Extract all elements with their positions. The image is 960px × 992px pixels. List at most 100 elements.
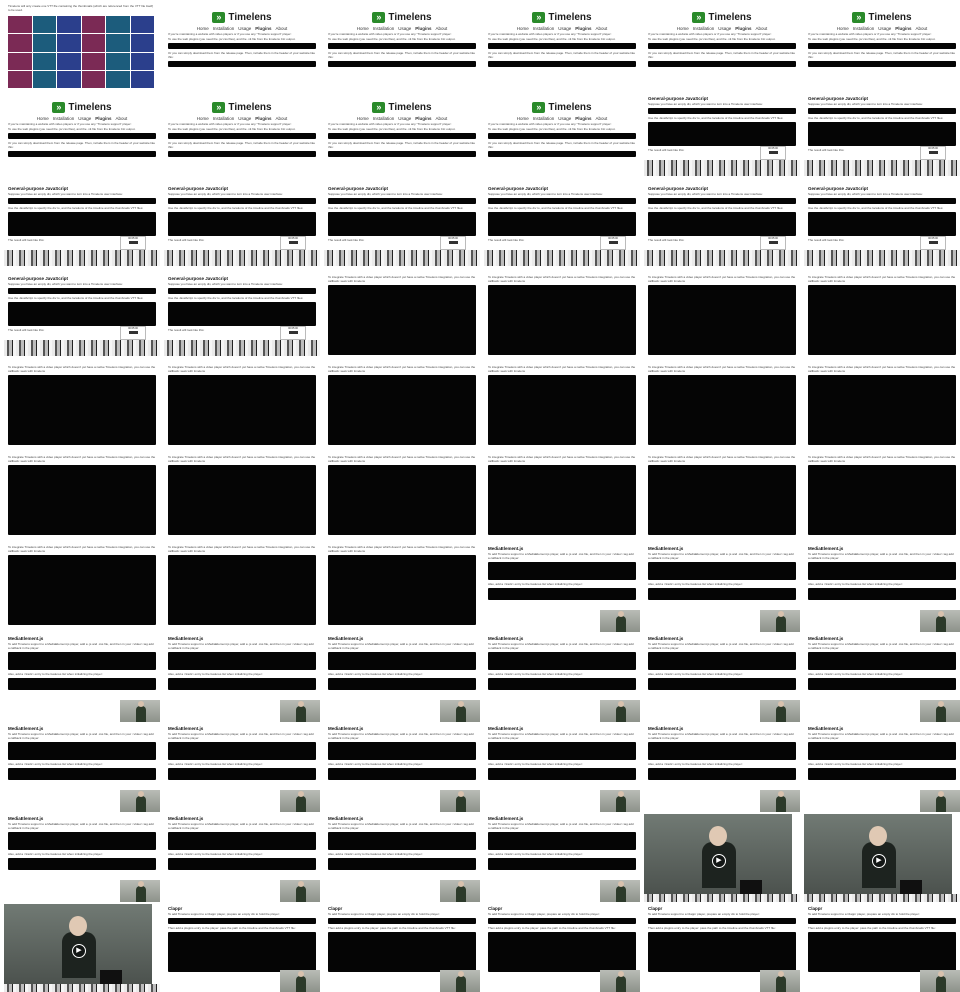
- nav-usage[interactable]: Usage: [78, 116, 92, 121]
- nav-usage[interactable]: Usage: [398, 116, 412, 121]
- tooltip-button[interactable]: [128, 241, 138, 244]
- nav-usage[interactable]: Usage: [558, 116, 572, 121]
- nav-about[interactable]: About: [595, 26, 608, 31]
- video-frame[interactable]: ▶: [4, 904, 152, 984]
- nav-usage[interactable]: Usage: [238, 26, 252, 31]
- video-thumbnail[interactable]: [600, 610, 640, 632]
- video-thumbnail[interactable]: [920, 610, 960, 632]
- nav-installation[interactable]: Installation: [212, 26, 235, 31]
- timeline-strip[interactable]: [644, 250, 800, 266]
- timeline-strip[interactable]: [484, 250, 640, 266]
- video-frame[interactable]: ▶: [644, 814, 792, 894]
- nav-installation[interactable]: Installation: [372, 116, 395, 121]
- tooltip-button[interactable]: [288, 331, 298, 334]
- play-icon[interactable]: ▶: [872, 854, 886, 868]
- video-thumbnail[interactable]: [600, 700, 640, 722]
- nav-home[interactable]: Home: [516, 26, 529, 31]
- nav-home[interactable]: Home: [836, 26, 849, 31]
- timeline-strip[interactable]: [324, 250, 480, 266]
- nav-home[interactable]: Home: [516, 116, 529, 121]
- tooltip-button[interactable]: [768, 241, 778, 244]
- nav-plugins[interactable]: Plugins: [575, 116, 592, 121]
- tooltip-button[interactable]: [288, 241, 298, 244]
- nav-home[interactable]: Home: [676, 26, 689, 31]
- nav-home[interactable]: Home: [196, 116, 209, 121]
- timeline-strip[interactable]: [4, 340, 160, 356]
- timeline-strip[interactable]: [164, 340, 320, 356]
- nav-plugins[interactable]: Plugins: [95, 116, 112, 121]
- video-thumbnail[interactable]: [760, 970, 800, 992]
- tooltip-button[interactable]: [928, 241, 938, 244]
- play-icon[interactable]: ▶: [712, 854, 726, 868]
- timeline-strip[interactable]: [644, 894, 800, 902]
- nav-about[interactable]: About: [435, 26, 448, 31]
- timeline-strip[interactable]: [164, 250, 320, 266]
- video-thumbnail[interactable]: [760, 610, 800, 632]
- nav-home[interactable]: Home: [356, 26, 369, 31]
- nav-plugins[interactable]: Plugins: [255, 26, 272, 31]
- nav-usage[interactable]: Usage: [398, 26, 412, 31]
- video-thumbnail[interactable]: [440, 700, 480, 722]
- nav-plugins[interactable]: Plugins: [255, 116, 272, 121]
- nav-installation[interactable]: Installation: [52, 116, 75, 121]
- section-call: Also, add a <track> entry to the feature…: [648, 762, 743, 766]
- nav-usage[interactable]: Usage: [718, 26, 732, 31]
- nav-about[interactable]: About: [435, 116, 448, 121]
- video-thumbnail[interactable]: [920, 970, 960, 992]
- tooltip-button[interactable]: [448, 241, 458, 244]
- timeline-strip[interactable]: [644, 160, 800, 176]
- nav-home[interactable]: Home: [196, 26, 209, 31]
- nav-about[interactable]: About: [115, 116, 128, 121]
- video-thumbnail[interactable]: [920, 700, 960, 722]
- nav-about[interactable]: About: [915, 26, 928, 31]
- video-thumbnail[interactable]: [600, 970, 640, 992]
- video-thumbnail[interactable]: [440, 880, 480, 902]
- tooltip-button[interactable]: [128, 331, 138, 334]
- nav-about[interactable]: About: [755, 26, 768, 31]
- nav-installation[interactable]: Installation: [692, 26, 715, 31]
- video-thumbnail[interactable]: [920, 790, 960, 812]
- timeline-strip[interactable]: [4, 250, 160, 266]
- section-desc: To integrate Timelens with a video playe…: [8, 455, 156, 463]
- nav-home[interactable]: Home: [356, 116, 369, 121]
- video-thumbnail[interactable]: [120, 700, 160, 722]
- nav-installation[interactable]: Installation: [532, 26, 555, 31]
- nav-usage[interactable]: Usage: [878, 26, 892, 31]
- tooltip-button[interactable]: [768, 151, 778, 154]
- nav-plugins[interactable]: Plugins: [575, 26, 592, 31]
- nav-installation[interactable]: Installation: [852, 26, 875, 31]
- video-thumbnail[interactable]: [120, 880, 160, 902]
- video-thumbnail[interactable]: [280, 880, 320, 902]
- tooltip-button[interactable]: [928, 151, 938, 154]
- nav-plugins[interactable]: Plugins: [415, 26, 432, 31]
- timeline-strip[interactable]: [804, 160, 960, 176]
- video-thumbnail[interactable]: [280, 790, 320, 812]
- nav-usage[interactable]: Usage: [238, 116, 252, 121]
- nav-plugins[interactable]: Plugins: [735, 26, 752, 31]
- nav-about[interactable]: About: [595, 116, 608, 121]
- nav-installation[interactable]: Installation: [212, 116, 235, 121]
- nav-about[interactable]: About: [275, 116, 288, 121]
- video-thumbnail[interactable]: [600, 790, 640, 812]
- video-thumbnail[interactable]: [440, 790, 480, 812]
- video-thumbnail[interactable]: [280, 700, 320, 722]
- timeline-strip[interactable]: [804, 250, 960, 266]
- nav-usage[interactable]: Usage: [558, 26, 572, 31]
- video-thumbnail[interactable]: [760, 790, 800, 812]
- nav-installation[interactable]: Installation: [532, 116, 555, 121]
- nav-plugins[interactable]: Plugins: [895, 26, 912, 31]
- nav-installation[interactable]: Installation: [372, 26, 395, 31]
- timeline-strip[interactable]: [804, 894, 960, 902]
- play-icon[interactable]: ▶: [72, 944, 86, 958]
- video-thumbnail[interactable]: [600, 880, 640, 902]
- timeline-strip[interactable]: [4, 984, 160, 992]
- video-thumbnail[interactable]: [440, 970, 480, 992]
- nav-about[interactable]: About: [275, 26, 288, 31]
- nav-plugins[interactable]: Plugins: [415, 116, 432, 121]
- video-frame[interactable]: ▶: [804, 814, 952, 894]
- nav-home[interactable]: Home: [36, 116, 49, 121]
- video-thumbnail[interactable]: [760, 700, 800, 722]
- video-thumbnail[interactable]: [280, 970, 320, 992]
- video-thumbnail[interactable]: [120, 790, 160, 812]
- tooltip-button[interactable]: [608, 241, 618, 244]
